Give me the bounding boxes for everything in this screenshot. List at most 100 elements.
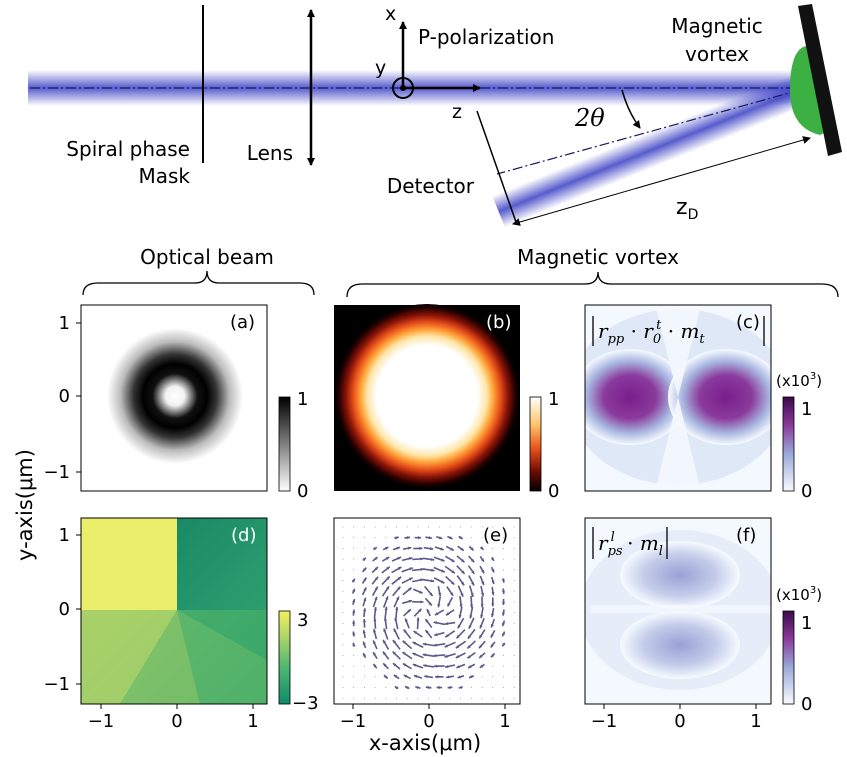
vector-arrow-head (397, 556, 401, 560)
vector-arrow-head (467, 655, 471, 659)
x-axis-title: x-axis(μm) (369, 731, 481, 755)
vector-arrow-head (444, 644, 448, 648)
vector-arrow-head (408, 599, 413, 603)
vector-arrow-head (386, 576, 390, 580)
vector-arrow-head (471, 570, 475, 574)
vector-arrow-head (396, 546, 401, 550)
y-axis-label: y (375, 57, 386, 79)
vector-arrow-head (450, 547, 454, 551)
vector-arrow-head (408, 557, 413, 561)
vector-arrow-head (373, 617, 377, 622)
svg-text:1: 1 (247, 711, 258, 732)
vector-arrow-head (383, 663, 387, 667)
vector-arrow-head (374, 596, 378, 601)
colorbar-c-bottom: 0 (801, 481, 812, 502)
colorbar-f-top: 1 (801, 613, 812, 634)
vector-arrow-head (470, 547, 474, 551)
vector-arrow-head (383, 617, 388, 621)
vector-arrow-head (479, 624, 483, 629)
vector-arrow-head (490, 557, 494, 561)
vector-arrow-head (435, 675, 439, 679)
vector-arrow-head (362, 608, 367, 612)
vector-arrow-head (384, 606, 388, 610)
vector-arrow-head (430, 557, 435, 562)
colorbar-c (782, 396, 795, 492)
vector-arrow-head (426, 609, 430, 613)
vector-arrow-head (457, 624, 461, 629)
vector-arrow-head (417, 536, 422, 540)
vector-arrow-head (420, 600, 424, 604)
vector-arrow-head (385, 556, 390, 560)
vector-arrow-head (459, 535, 463, 539)
vector-arrow-head (363, 597, 367, 602)
vector-arrow-head (438, 592, 442, 597)
panel-d-tag: (d) (231, 525, 256, 546)
vector-arrow-head (403, 675, 408, 678)
vector-arrow-head (433, 664, 438, 668)
z-axis-label: z (452, 101, 462, 123)
vector-arrow-head (402, 640, 407, 644)
vector-arrow-head (425, 685, 430, 690)
vector-arrow-head (491, 603, 495, 607)
vector-arrow-head (430, 579, 435, 583)
colorbar-a-bottom: 0 (297, 481, 308, 502)
vector-arrow-head (415, 686, 419, 690)
vector-arrow-head (393, 674, 398, 679)
vector-arrow-head (450, 581, 455, 585)
x-axis-label: x (385, 3, 396, 25)
svg-text:−1: −1 (591, 711, 618, 732)
vector-arrow-head (468, 665, 472, 668)
vector-arrow-head (396, 596, 400, 601)
vector-arrow-head (455, 655, 460, 658)
svg-text:1: 1 (59, 313, 70, 334)
panel-d: (d) 3 −3 (80, 517, 319, 714)
detector-label: Detector (387, 174, 475, 198)
vector-arrow-head (405, 686, 409, 690)
vector-arrow-head (422, 653, 427, 657)
vector-arrow-head (470, 593, 474, 597)
vector-arrow-head (491, 580, 495, 585)
y-axis-title: y-axis(μm) (13, 449, 37, 561)
vector-arrow-head (406, 536, 411, 540)
vector-arrow-head (441, 558, 445, 562)
polarization-label: P-polarization (418, 25, 554, 49)
vector-arrow-head (449, 536, 453, 540)
vector-arrow-head (436, 685, 440, 690)
vector-arrow-head (451, 558, 455, 562)
vector-arrow-head (456, 665, 460, 669)
vector-arrow-head (373, 629, 377, 633)
section-braces: Optical beam Magnetic vortex (82, 245, 839, 298)
vector-arrow-head (445, 634, 449, 638)
vector-arrow-head (470, 558, 475, 563)
vector-arrow-head (386, 566, 390, 570)
coordinate-axes: x y z (375, 3, 481, 123)
optical-beam-label: Optical beam (140, 245, 274, 269)
vector-arrow-head (419, 546, 423, 550)
vector-arrow-head (444, 622, 449, 626)
colorbar-a (278, 396, 291, 492)
vector-arrow-head (479, 654, 483, 658)
vector-arrow-head (382, 651, 387, 656)
vector-arrow-head (438, 536, 443, 540)
vector-arrow-head (434, 633, 438, 637)
panel-f-formula: rpsl · ml (592, 527, 668, 559)
vector-arrow-head (397, 576, 402, 580)
svg-text:rpsl · ml: rpsl · ml (598, 530, 663, 559)
colorbar-d-bottom: −3 (292, 693, 319, 714)
distance-label: zD (676, 195, 698, 223)
vector-arrow-head (481, 569, 485, 574)
vector-arrow-head (362, 641, 366, 645)
vector-arrow-head (418, 608, 422, 613)
vector-arrow-head (416, 617, 420, 621)
vortex-label-2: vortex (685, 42, 749, 66)
vector-arrow-head (501, 590, 506, 594)
spiral-mask-label-2: Mask (138, 164, 190, 188)
vector-arrow-head (480, 593, 485, 597)
vector-arrow-head (451, 570, 455, 574)
vector-arrow-head (447, 685, 451, 689)
vector-arrow-head (467, 645, 471, 649)
vector-arrow-head (457, 675, 461, 679)
vector-arrow-head (425, 619, 429, 623)
vector-arrow-head (458, 614, 462, 619)
